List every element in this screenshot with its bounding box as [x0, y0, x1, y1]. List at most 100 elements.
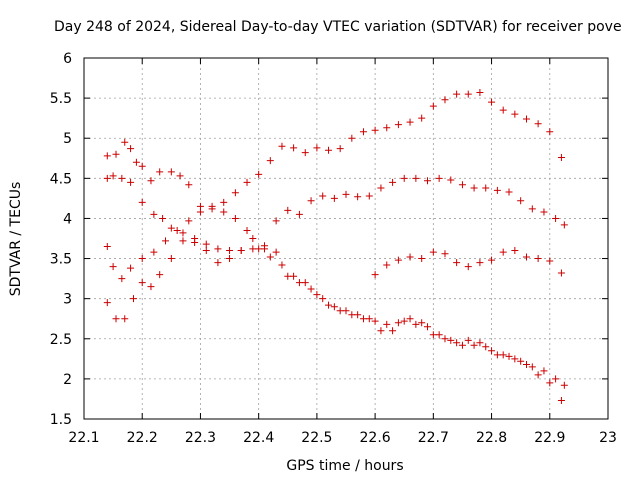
data-point — [371, 317, 379, 325]
data-point — [121, 138, 129, 146]
data-point — [488, 98, 496, 106]
data-point — [167, 168, 175, 176]
data-point — [377, 327, 385, 335]
data-point — [511, 247, 519, 255]
data-point — [394, 319, 402, 327]
data-point — [147, 283, 155, 291]
data-point — [400, 174, 408, 182]
data-point — [103, 299, 111, 307]
data-point — [540, 208, 548, 216]
y-tick-label: 5.5 — [50, 91, 72, 107]
data-point — [185, 217, 193, 225]
data-point — [202, 240, 210, 248]
data-point — [237, 247, 245, 255]
data-point — [435, 174, 443, 182]
data-point — [394, 256, 402, 264]
data-point — [313, 291, 321, 299]
data-point — [540, 367, 548, 375]
data-point — [202, 247, 210, 255]
data-point — [406, 118, 414, 126]
data-point — [138, 255, 146, 263]
x-tick-label: 22.4 — [243, 430, 274, 446]
data-point — [458, 181, 466, 189]
data-point — [383, 124, 391, 132]
data-point — [359, 128, 367, 136]
data-point — [441, 335, 449, 343]
data-point — [354, 193, 362, 201]
data-point — [243, 178, 251, 186]
data-point — [511, 110, 519, 118]
data-point — [179, 229, 187, 237]
data-point — [162, 237, 170, 245]
y-tick-label: 4.5 — [50, 171, 72, 187]
data-point — [458, 341, 466, 349]
data-point — [470, 184, 478, 192]
data-point — [129, 295, 137, 303]
data-point — [147, 177, 155, 185]
data-point — [464, 263, 472, 271]
data-point — [505, 352, 513, 360]
data-point — [464, 90, 472, 98]
data-point — [150, 248, 158, 256]
data-point — [534, 371, 542, 379]
data-point — [447, 336, 455, 344]
x-tick-label: 22.6 — [360, 430, 391, 446]
data-point — [266, 253, 274, 261]
data-point — [325, 146, 333, 154]
x-tick-label: 22.8 — [476, 430, 507, 446]
data-point — [290, 272, 298, 280]
data-point — [441, 96, 449, 104]
data-point — [159, 214, 167, 222]
data-point — [255, 170, 263, 178]
y-tick-label: 5 — [63, 131, 72, 147]
data-point — [307, 285, 315, 293]
data-point — [429, 248, 437, 256]
data-point — [348, 311, 356, 319]
data-point — [231, 189, 239, 197]
data-point — [278, 142, 286, 150]
data-point — [499, 106, 507, 114]
data-point — [453, 339, 461, 347]
data-point — [517, 357, 525, 365]
data-point — [307, 197, 315, 205]
data-point — [127, 264, 135, 272]
data-point — [557, 269, 565, 277]
data-point — [290, 144, 298, 152]
y-tick-label: 3.5 — [50, 252, 72, 268]
y-tick-label: 4 — [63, 211, 72, 227]
data-point — [231, 214, 239, 222]
data-point — [557, 153, 565, 161]
y-tick-label: 2 — [63, 372, 72, 388]
data-point — [103, 174, 111, 182]
data-point — [418, 114, 426, 122]
data-point — [389, 178, 397, 186]
data-point — [272, 217, 280, 225]
series-series-5 — [371, 247, 565, 279]
data-point — [208, 202, 216, 210]
data-point — [522, 115, 530, 123]
data-point — [505, 188, 513, 196]
data-point — [429, 102, 437, 110]
data-point — [447, 176, 455, 184]
data-point — [179, 237, 187, 245]
data-point — [499, 351, 507, 359]
data-point — [167, 224, 175, 232]
data-point — [517, 197, 525, 205]
series-series-4 — [103, 202, 565, 405]
y-tick-label: 2.5 — [50, 332, 72, 348]
data-point — [127, 178, 135, 186]
data-point — [138, 279, 146, 287]
x-tick-label: 22.9 — [534, 430, 565, 446]
data-point — [546, 257, 554, 265]
data-point — [453, 259, 461, 267]
data-point — [476, 339, 484, 347]
data-point — [138, 198, 146, 206]
data-point — [132, 158, 140, 166]
data-point — [493, 186, 501, 194]
data-point — [138, 162, 146, 170]
data-point — [406, 253, 414, 261]
data-point — [226, 255, 234, 263]
data-point — [424, 177, 432, 185]
data-point — [557, 397, 565, 405]
